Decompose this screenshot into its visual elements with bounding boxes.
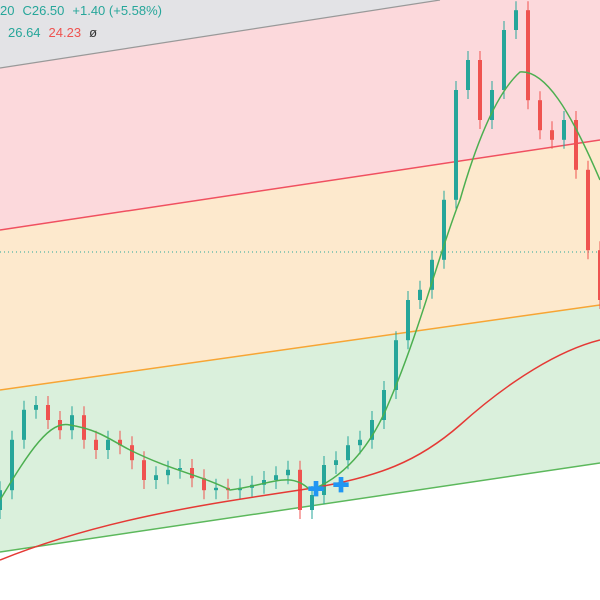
candle-body — [454, 90, 458, 200]
ma-fast — [0, 71, 600, 501]
candle-body — [190, 468, 194, 479]
legend-text: 26.64 — [8, 25, 41, 40]
candle-body — [262, 480, 266, 485]
candle-body — [214, 487, 218, 491]
candle-body — [334, 460, 338, 465]
candle-body — [10, 439, 14, 491]
cross-marker: ✚ — [308, 479, 325, 501]
candle-body — [502, 30, 506, 90]
candle-body — [286, 469, 290, 476]
candles — [0, 1, 600, 519]
candle-body — [106, 439, 110, 450]
legend-line1: 20 C26.50 +1.40 (+5.58%) — [0, 3, 170, 18]
legend-text: ø — [89, 25, 98, 40]
legend-text: C26.50 — [22, 3, 65, 18]
candle-body — [142, 460, 146, 480]
band-orange — [0, 140, 600, 390]
candle-body — [370, 420, 374, 440]
candle-body — [466, 60, 470, 90]
candle-body — [358, 439, 362, 446]
candle-body — [46, 405, 50, 420]
candle-body — [538, 100, 542, 131]
candle-body — [394, 340, 398, 390]
candle-body — [94, 439, 98, 450]
cross-marker: ✚ — [333, 475, 350, 497]
candle-body — [274, 475, 278, 480]
candle-body — [526, 10, 530, 101]
candle-body — [598, 250, 600, 300]
ma-slow — [0, 339, 600, 561]
legend-text: 20 — [0, 3, 15, 18]
candle-body — [0, 490, 2, 510]
legend-line2: 26.64 24.23 ø — [8, 25, 105, 40]
candle-body — [130, 445, 134, 461]
candle-body — [322, 465, 326, 495]
candle-body — [70, 415, 74, 431]
candle-body — [406, 300, 410, 341]
candle-body — [442, 199, 446, 260]
candle-body — [166, 469, 170, 476]
candle-body — [310, 495, 314, 510]
legend-text: 24.23 — [48, 25, 82, 40]
candle-body — [562, 120, 566, 140]
candle-body — [550, 130, 554, 140]
candle-body — [478, 60, 482, 120]
band-pink — [0, 0, 600, 230]
candle-body — [382, 390, 386, 420]
candle-body — [514, 10, 518, 30]
band-green — [0, 305, 600, 552]
candle-body — [22, 409, 26, 440]
candle-body — [154, 475, 158, 480]
candle-body — [586, 169, 590, 251]
candle-body — [430, 259, 434, 290]
candle-body — [490, 90, 494, 120]
candle-body — [346, 445, 350, 461]
channel-red — [0, 139, 600, 231]
candle-body — [202, 478, 206, 491]
channel-orange — [0, 304, 600, 391]
candle-body — [178, 468, 182, 470]
channel-gray — [0, 0, 441, 69]
candle-body — [418, 289, 422, 300]
candle-body — [118, 439, 122, 446]
candle-body — [574, 120, 578, 170]
candle-body — [34, 405, 38, 410]
legend-text: +1.40 (+5.58%) — [72, 3, 163, 18]
